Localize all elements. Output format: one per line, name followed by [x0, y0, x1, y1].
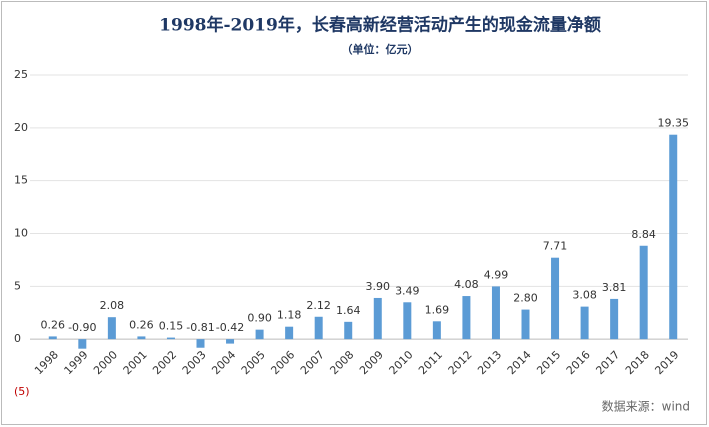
- bar: [521, 309, 530, 340]
- data-label: 7.71: [543, 240, 568, 253]
- bar: [314, 316, 323, 340]
- bar: [285, 326, 294, 340]
- data-label: -0.81: [186, 321, 214, 334]
- data-label: 1.69: [425, 303, 450, 316]
- y-tick-label: 25: [14, 68, 28, 81]
- data-label: 0.15: [159, 320, 184, 333]
- bar: [255, 329, 264, 340]
- data-label: 0.90: [247, 312, 272, 325]
- bar: [462, 296, 471, 340]
- data-label: 3.49: [395, 284, 420, 297]
- bar: [669, 134, 678, 340]
- bar: [580, 306, 589, 340]
- bar: [491, 286, 500, 340]
- y-tick-label: (5): [14, 385, 30, 398]
- data-label: -0.90: [68, 321, 96, 334]
- data-label: 2.80: [513, 292, 538, 305]
- bar: [639, 245, 648, 340]
- data-label: 2.12: [306, 299, 331, 312]
- chart-subtitle: （单位：亿元）: [342, 42, 419, 56]
- bar: [137, 336, 146, 340]
- bar: [403, 302, 412, 340]
- y-tick-label: 0: [14, 332, 21, 345]
- y-tick-label: 15: [14, 174, 28, 187]
- data-label: 3.81: [602, 281, 627, 294]
- bar: [166, 337, 175, 340]
- bar: [373, 297, 382, 340]
- bar: [107, 317, 116, 340]
- source-note: 数据来源：wind: [602, 399, 690, 414]
- data-label: 1.18: [277, 309, 302, 322]
- bar: [610, 298, 619, 340]
- data-label: 4.99: [484, 268, 509, 281]
- data-label: 8.84: [631, 228, 656, 241]
- bar: [196, 339, 205, 348]
- data-label: 3.90: [366, 280, 391, 293]
- data-label: 2.08: [100, 299, 125, 312]
- data-label: -0.42: [216, 321, 244, 334]
- bar: [344, 321, 353, 340]
- data-label: 4.08: [454, 278, 479, 291]
- data-label: 19.35: [657, 117, 689, 130]
- y-tick-label: 10: [14, 227, 28, 240]
- bar: [551, 257, 560, 340]
- data-label: 0.26: [129, 318, 154, 331]
- y-tick-label: 5: [14, 279, 21, 292]
- data-label: 1.64: [336, 304, 361, 317]
- data-label: 3.08: [572, 289, 597, 302]
- bar: [48, 336, 57, 340]
- bar: [78, 339, 87, 349]
- bar: [226, 339, 235, 344]
- data-label: 0.26: [41, 318, 66, 331]
- bar: [432, 321, 441, 340]
- y-tick-label: 20: [14, 121, 28, 134]
- chart-title: 1998年-2019年，长春高新经营活动产生的现金流量净额: [159, 15, 601, 36]
